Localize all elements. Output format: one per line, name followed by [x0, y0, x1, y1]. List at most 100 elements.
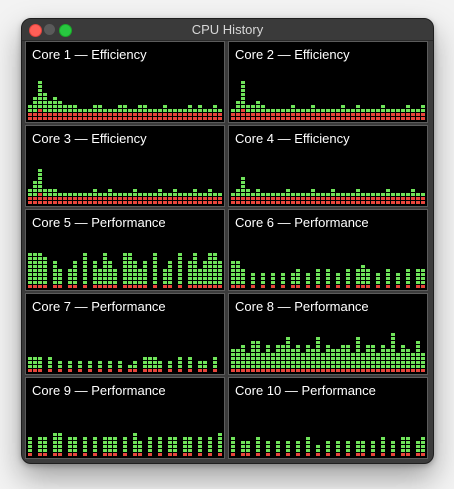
user-usage-cell: [416, 361, 420, 364]
system-usage-cell: [371, 113, 375, 116]
user-usage-cell: [361, 277, 365, 280]
system-usage-cell: [133, 113, 137, 116]
user-usage-cell: [218, 269, 222, 272]
system-usage-cell: [266, 117, 270, 120]
usage-column: [103, 109, 107, 120]
system-usage-cell: [28, 285, 32, 288]
usage-column: [178, 109, 182, 120]
system-usage-cell: [246, 113, 250, 116]
system-usage-cell: [326, 285, 330, 288]
system-usage-cell: [346, 201, 350, 204]
usage-column: [168, 261, 172, 288]
user-usage-cell: [58, 445, 62, 448]
usage-column: [58, 101, 62, 120]
user-usage-cell: [188, 281, 192, 284]
user-usage-cell: [53, 265, 57, 268]
usage-column: [68, 269, 72, 288]
user-usage-cell: [341, 349, 345, 352]
usage-column: [381, 193, 385, 204]
user-usage-cell: [401, 449, 405, 452]
close-button[interactable]: [29, 24, 42, 37]
user-usage-cell: [366, 269, 370, 272]
title-bar[interactable]: CPU History: [22, 19, 433, 41]
user-usage-cell: [73, 281, 77, 284]
system-usage-cell: [281, 201, 285, 204]
user-usage-cell: [256, 441, 260, 444]
user-usage-cell: [306, 361, 310, 364]
user-usage-cell: [88, 109, 92, 112]
usage-column: [143, 261, 147, 288]
user-usage-cell: [103, 277, 107, 280]
usage-column: [43, 257, 47, 288]
minimize-button[interactable]: [44, 24, 55, 35]
usage-column: [381, 105, 385, 120]
user-usage-cell: [53, 277, 57, 280]
usage-column: [306, 193, 310, 204]
user-usage-cell: [276, 345, 280, 348]
system-usage-cell: [316, 113, 320, 116]
user-usage-cell: [386, 365, 390, 368]
user-usage-cell: [296, 269, 300, 272]
usage-column: [281, 345, 285, 372]
user-usage-cell: [236, 101, 240, 104]
user-usage-cell: [241, 93, 245, 96]
usage-column: [421, 193, 425, 204]
usage-column: [401, 345, 405, 372]
system-usage-cell: [143, 201, 147, 204]
usage-column: [148, 357, 152, 372]
user-usage-cell: [203, 365, 207, 368]
user-usage-cell: [38, 265, 42, 268]
user-usage-cell: [346, 353, 350, 356]
system-usage-cell: [241, 453, 245, 456]
system-usage-cell: [386, 113, 390, 116]
usage-column: [53, 261, 57, 288]
usage-column: [103, 193, 107, 204]
user-usage-cell: [123, 105, 127, 108]
user-usage-cell: [281, 365, 285, 368]
usage-column: [336, 193, 340, 204]
usage-column: [133, 261, 137, 288]
usage-column: [341, 105, 345, 120]
user-usage-cell: [38, 101, 42, 104]
user-usage-cell: [241, 193, 245, 196]
user-usage-cell: [241, 277, 245, 280]
user-usage-cell: [138, 445, 142, 448]
usage-column: [331, 349, 335, 372]
user-usage-cell: [53, 101, 57, 104]
system-usage-cell: [198, 201, 202, 204]
user-usage-cell: [28, 257, 32, 260]
user-usage-cell: [306, 437, 310, 440]
system-usage-cell: [48, 369, 52, 372]
user-usage-cell: [173, 189, 177, 192]
user-usage-cell: [43, 441, 47, 444]
user-usage-cell: [133, 433, 137, 436]
user-usage-cell: [43, 257, 47, 260]
user-usage-cell: [331, 365, 335, 368]
core-history-graph: [231, 177, 425, 204]
user-usage-cell: [53, 281, 57, 284]
user-usage-cell: [316, 345, 320, 348]
system-usage-cell: [138, 197, 142, 200]
user-usage-cell: [108, 265, 112, 268]
system-usage-cell: [113, 285, 117, 288]
user-usage-cell: [311, 109, 315, 112]
user-usage-cell: [168, 193, 172, 196]
system-usage-cell: [291, 117, 295, 120]
zoom-button[interactable]: [59, 24, 72, 37]
user-usage-cell: [401, 357, 405, 360]
user-usage-cell: [341, 353, 345, 356]
user-usage-cell: [133, 109, 137, 112]
user-usage-cell: [336, 349, 340, 352]
user-usage-cell: [391, 337, 395, 340]
user-usage-cell: [406, 273, 410, 276]
system-usage-cell: [256, 201, 260, 204]
user-usage-cell: [416, 277, 420, 280]
user-usage-cell: [188, 441, 192, 444]
system-usage-cell: [281, 369, 285, 372]
usage-column: [396, 109, 400, 120]
system-usage-cell: [396, 117, 400, 120]
user-usage-cell: [133, 281, 137, 284]
usage-column: [316, 337, 320, 372]
system-usage-cell: [316, 453, 320, 456]
system-usage-cell: [203, 197, 207, 200]
